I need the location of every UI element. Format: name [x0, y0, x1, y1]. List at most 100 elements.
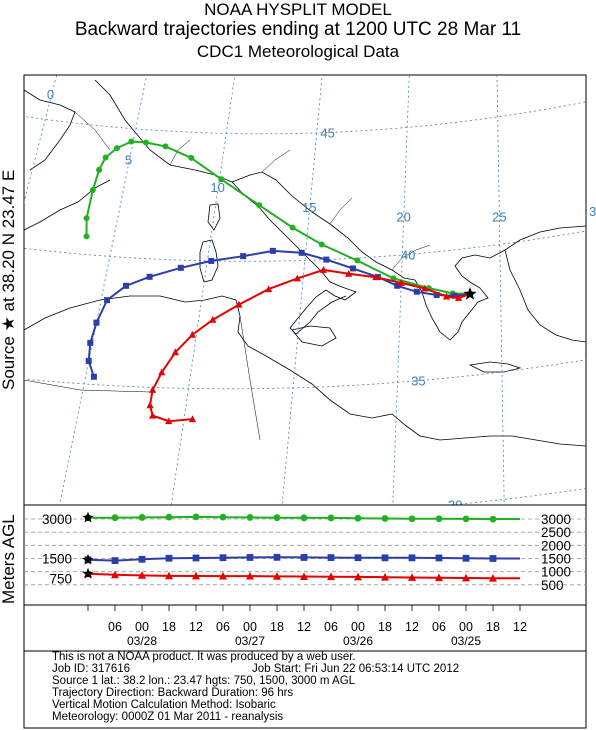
marker-triangle	[148, 411, 157, 419]
info-direction: Trajectory Direction: Backward Duration:…	[52, 687, 294, 699]
marker-triangle	[165, 417, 173, 425]
marker-triangle	[372, 273, 380, 281]
marker-square	[462, 554, 470, 562]
time-tick-label: 06	[108, 620, 122, 634]
lon-label: 10	[210, 180, 224, 195]
marker-triangle	[300, 572, 308, 580]
marker-circle	[113, 145, 120, 152]
marker-circle	[256, 202, 263, 209]
right-height-tick-label: 1000	[541, 565, 571, 580]
right-height-tick-label: 3000	[541, 512, 571, 527]
marker-circle	[162, 143, 169, 150]
right-height-tick-label: 2500	[541, 525, 571, 540]
info-disclaimer: This is not a NOAA product. It was produ…	[52, 651, 356, 663]
marker-square	[90, 373, 97, 380]
left-height-tick-label: 3000	[42, 512, 72, 527]
marker-circle	[142, 139, 149, 146]
info-job-id: Job ID: 317616	[52, 663, 131, 675]
coastline-sardinia	[199, 239, 219, 283]
marker-triangle	[111, 570, 119, 579]
time-tick-label: 18	[162, 620, 176, 634]
lat-label: 45	[320, 126, 334, 141]
trajectory-1500	[87, 249, 471, 378]
marker-triangle	[171, 348, 179, 356]
marker-square	[111, 557, 119, 565]
marker-circle	[381, 515, 389, 522]
marker-triangle	[319, 266, 328, 273]
coastline-balkans-greece	[414, 225, 587, 341]
time-tick-label: 00	[243, 620, 257, 634]
marker-circle	[96, 166, 103, 173]
lon-label: 5	[125, 153, 132, 168]
marker-circle	[83, 215, 90, 222]
lat-label: 35	[411, 374, 425, 389]
lon-label: 25	[492, 209, 506, 224]
chart-title-line2: Backward trajectories ending at 1200 UTC…	[74, 19, 522, 40]
left-height-tick-label: 750	[49, 571, 72, 586]
date-label: 03/26	[343, 634, 373, 648]
marker-triangle	[489, 574, 497, 582]
time-tick-label: 12	[405, 620, 419, 634]
parallel-line	[24, 230, 586, 262]
right-height-tick-label: 2000	[541, 538, 571, 553]
meridian-line	[392, 75, 410, 505]
marker-circle	[165, 513, 173, 521]
marker-circle	[102, 154, 109, 161]
marker-circle	[138, 514, 146, 521]
marker-square	[435, 554, 443, 562]
time-tick-label: 06	[216, 620, 230, 634]
right-height-tick-label: 1500	[541, 552, 571, 567]
date-label: 03/28	[127, 634, 157, 648]
marker-triangle	[158, 368, 166, 376]
marker-circle	[273, 514, 281, 522]
marker-triangle	[165, 571, 173, 580]
marker-square	[394, 282, 401, 289]
info-source: Source 1 lat.: 38.2 lon.: 23.47 hgts: 75…	[52, 675, 356, 687]
time-tick-label: 06	[432, 620, 446, 634]
lon-label: 0	[47, 87, 54, 102]
time-tick-label: 06	[324, 620, 338, 634]
marker-square	[219, 554, 227, 562]
parallel-line	[24, 101, 586, 135]
marker-square	[354, 554, 362, 562]
marker-triangle	[138, 571, 146, 579]
marker-square	[85, 357, 92, 364]
marker-square	[300, 554, 308, 561]
time-axis-frame	[23, 604, 587, 652]
marker-circle	[83, 233, 90, 240]
info-job-start: Job Start: Fri Jun 22 06:53:14 UTC 2012	[252, 663, 460, 675]
marker-square	[327, 554, 335, 561]
coastline-north-africa	[23, 295, 587, 447]
marker-circle	[188, 154, 195, 161]
marker-circle	[128, 138, 135, 145]
marker-triangle	[273, 572, 281, 580]
marker-triangle	[246, 571, 254, 580]
marker-circle	[218, 176, 225, 183]
lon-label: 20	[396, 210, 410, 225]
marker-triangle	[435, 573, 443, 582]
marker-square	[87, 339, 94, 346]
marker-triangle	[454, 294, 463, 301]
marker-square	[408, 554, 416, 562]
right-height-tick-label: 500	[541, 578, 564, 593]
marker-square	[381, 554, 389, 562]
marker-triangle	[327, 572, 335, 581]
marker-circle	[111, 514, 119, 522]
time-tick-label: 00	[351, 620, 365, 634]
coastline-turkey	[504, 249, 587, 343]
marker-circle	[489, 515, 497, 523]
marker-square	[273, 553, 281, 561]
timeline-source-star	[82, 567, 94, 579]
marker-circle	[354, 514, 362, 522]
marker-triangle	[345, 269, 353, 277]
series-layer	[82, 138, 521, 582]
parallel-line	[446, 488, 586, 505]
marker-square	[192, 554, 200, 562]
marker-square	[269, 247, 276, 254]
timeline-source-star	[82, 511, 94, 523]
marker-triangle	[235, 300, 243, 308]
marker-triangle	[209, 315, 217, 323]
marker-square	[104, 297, 111, 304]
meridian-line	[281, 75, 323, 505]
